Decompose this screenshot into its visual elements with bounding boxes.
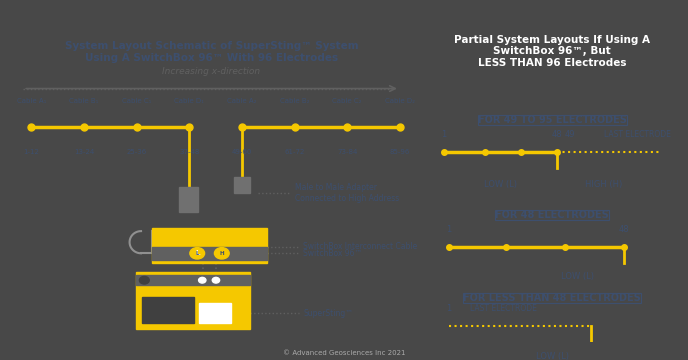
Circle shape: [215, 248, 229, 259]
Text: Cable C₁: Cable C₁: [122, 98, 151, 104]
Text: LAST ELECTRODE: LAST ELECTRODE: [469, 305, 537, 314]
Text: Male to Male Adapter
Connected to High Address: Male to Male Adapter Connected to High A…: [295, 183, 400, 203]
Bar: [136, 275, 250, 285]
Bar: [153, 247, 266, 260]
Text: SuperSting™: SuperSting™: [303, 309, 353, 318]
Text: FOR 48 ELECTRODES: FOR 48 ELECTRODES: [495, 210, 609, 220]
Text: 49: 49: [565, 130, 576, 139]
Text: LAST ELECTRODE: LAST ELECTRODE: [604, 130, 671, 139]
Text: 49-60: 49-60: [232, 149, 252, 155]
Text: 61-72: 61-72: [284, 149, 305, 155]
Text: Cable C₂: Cable C₂: [332, 98, 362, 104]
Circle shape: [213, 277, 219, 283]
Text: 1-12: 1-12: [23, 149, 39, 155]
Text: L: L: [195, 251, 199, 256]
Bar: [179, 187, 197, 212]
Text: LOW (L): LOW (L): [536, 351, 568, 360]
Text: 48: 48: [552, 130, 563, 139]
Text: 1: 1: [447, 305, 451, 314]
Circle shape: [140, 276, 149, 284]
Bar: [234, 177, 250, 193]
Bar: [136, 272, 250, 329]
Bar: [153, 228, 266, 263]
Text: 48: 48: [619, 225, 630, 234]
Text: Cable A₁: Cable A₁: [17, 98, 46, 104]
Text: Cable B₂: Cable B₂: [280, 98, 310, 104]
Text: Cable D₂: Cable D₂: [385, 98, 415, 104]
Text: © Advanced Geosciences Inc 2021: © Advanced Geosciences Inc 2021: [283, 350, 405, 356]
Text: H: H: [219, 251, 224, 256]
Text: Partial System Layouts If Using A
SwitchBox 96™, But
LESS THAN 96 Electrodes: Partial System Layouts If Using A Switch…: [454, 35, 650, 68]
Text: SwitchBox 96™: SwitchBox 96™: [303, 249, 363, 258]
Text: LOW (L): LOW (L): [561, 272, 594, 281]
Text: FOR LESS THAN 48 ELECTRODES: FOR LESS THAN 48 ELECTRODES: [463, 293, 641, 303]
Text: 85-96: 85-96: [389, 149, 410, 155]
Circle shape: [190, 248, 204, 259]
Text: FOR 49 TO 95 ELECTRODES: FOR 49 TO 95 ELECTRODES: [477, 115, 627, 125]
Text: 73-84: 73-84: [337, 149, 358, 155]
Text: L: L: [195, 250, 200, 256]
Text: 13-24: 13-24: [74, 149, 94, 155]
Bar: [142, 297, 193, 323]
Text: LOW (L): LOW (L): [484, 180, 517, 189]
Text: 37-48: 37-48: [179, 149, 200, 155]
Text: Increasing x-direction: Increasing x-direction: [162, 67, 261, 76]
Bar: [199, 303, 230, 323]
Text: Cable A₂: Cable A₂: [227, 98, 257, 104]
Text: 1: 1: [447, 225, 451, 234]
Circle shape: [199, 277, 206, 283]
Text: System Layout Schematic of SuperSting™ System
Using A SwitchBox 96™ With 96 Elec: System Layout Schematic of SuperSting™ S…: [65, 41, 358, 63]
Text: HIGH (H): HIGH (H): [585, 180, 623, 189]
Text: SwitchBox Interconnect Cable: SwitchBox Interconnect Cable: [303, 243, 418, 251]
Text: Cable B₁: Cable B₁: [69, 98, 99, 104]
Text: 25-36: 25-36: [127, 149, 147, 155]
Text: 1: 1: [441, 130, 447, 139]
Text: Cable D₁: Cable D₁: [174, 98, 204, 104]
